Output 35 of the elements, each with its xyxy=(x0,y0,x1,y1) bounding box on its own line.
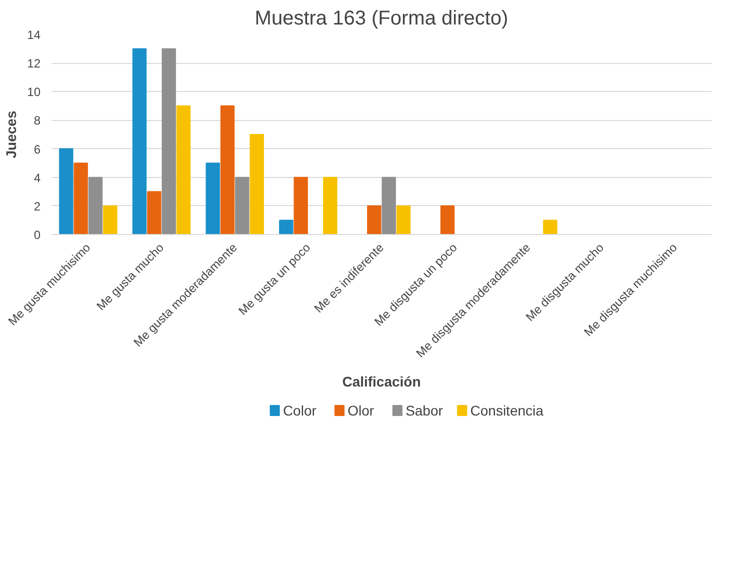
y-tick-label: 6 xyxy=(34,142,41,156)
bar xyxy=(440,205,455,234)
y-tick-label: 8 xyxy=(34,114,41,128)
y-tick-label: 14 xyxy=(27,28,41,42)
bar xyxy=(235,176,250,234)
legend-label: Olor xyxy=(348,402,374,418)
legend-label: Color xyxy=(282,402,317,418)
bar xyxy=(103,205,118,234)
bar xyxy=(543,220,558,234)
bar xyxy=(396,205,411,234)
bar xyxy=(74,162,88,234)
y-tick-label: 12 xyxy=(27,56,41,71)
bar xyxy=(206,162,220,234)
y-axis-title: Jueces xyxy=(3,110,20,158)
y-tick-label: 0 xyxy=(34,228,41,242)
y-tick-label: 4 xyxy=(34,170,41,185)
bar xyxy=(132,48,147,234)
bar xyxy=(250,134,264,234)
legend-label: Consitencia xyxy=(470,402,544,418)
y-tick-label: 10 xyxy=(27,85,41,100)
bar xyxy=(220,105,235,234)
chart-title: Muestra 163 (Forma directo) xyxy=(254,8,508,30)
bar xyxy=(88,176,103,234)
bar xyxy=(323,176,338,234)
bar xyxy=(367,205,382,234)
bar xyxy=(279,220,294,234)
bar xyxy=(162,48,176,234)
y-tick-label: 2 xyxy=(34,199,41,214)
bar xyxy=(176,105,191,234)
legend-label: Sabor xyxy=(406,402,444,418)
bar xyxy=(382,176,396,234)
bar xyxy=(294,176,308,234)
x-axis-title: Calificación xyxy=(342,373,421,390)
bar xyxy=(59,148,74,234)
bar xyxy=(147,191,162,234)
